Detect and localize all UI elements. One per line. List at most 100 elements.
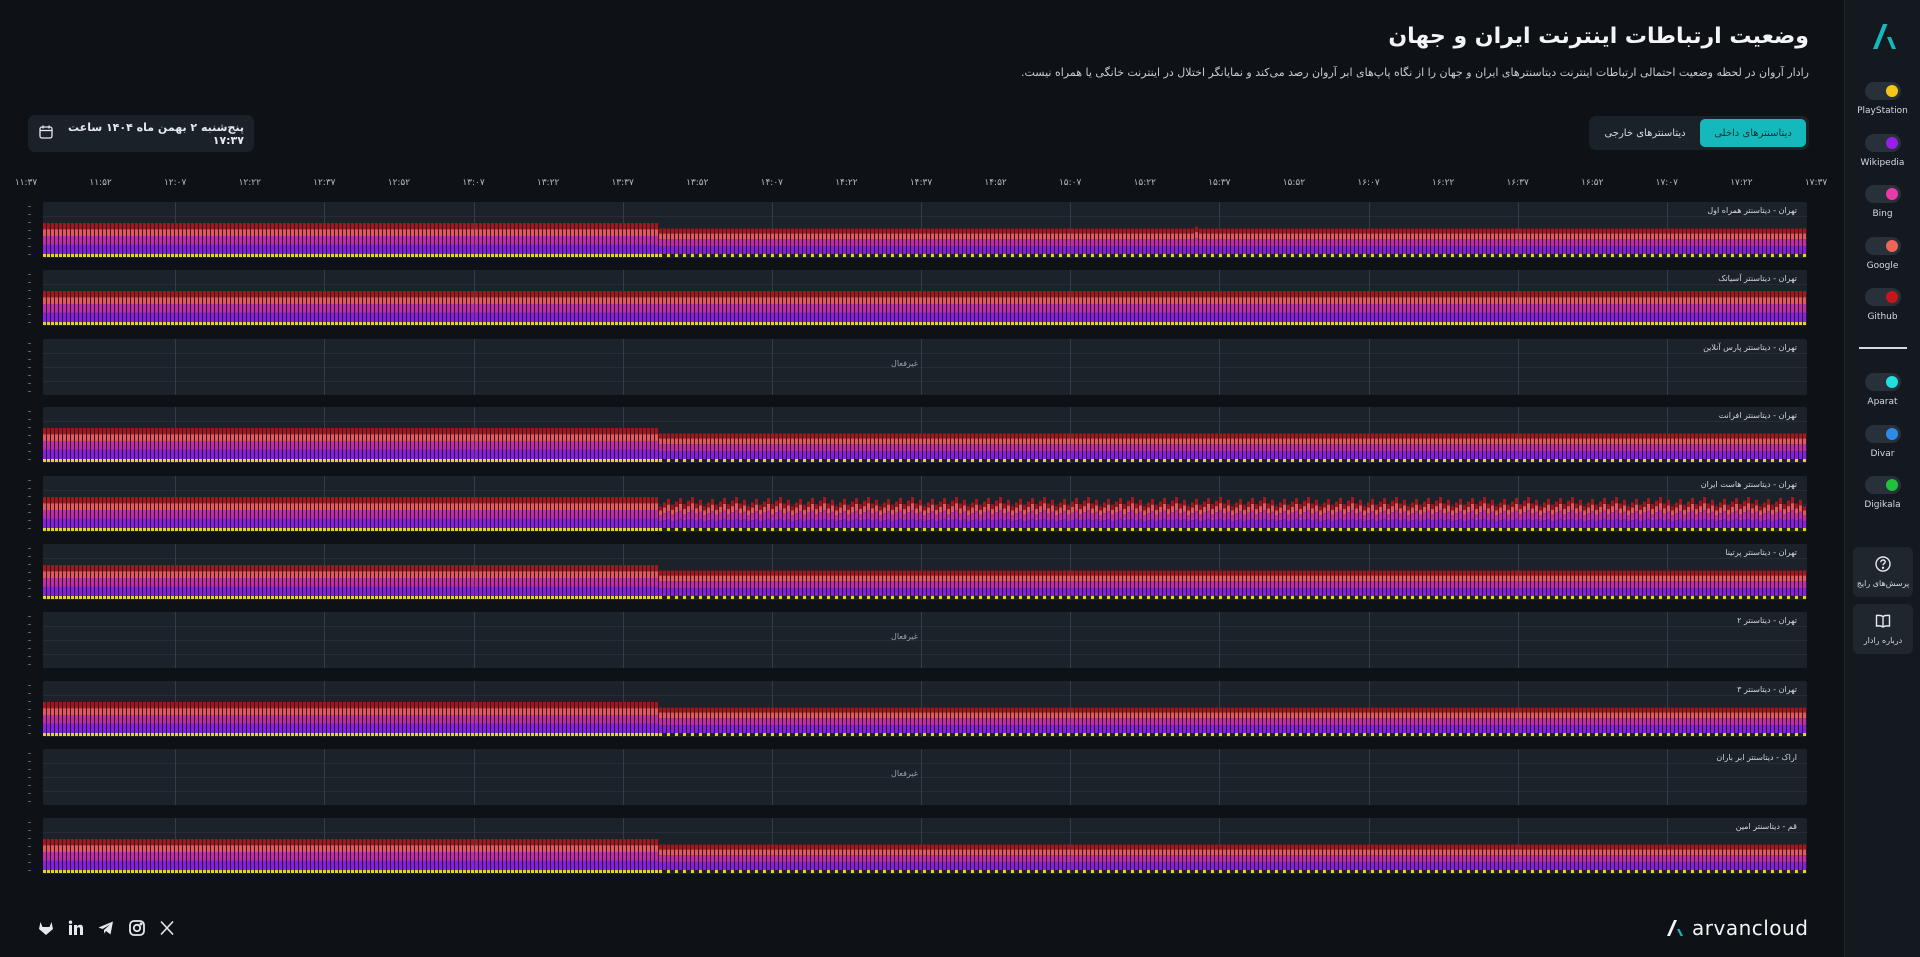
traffic-bar-segment xyxy=(1615,233,1618,240)
traffic-bar-segment xyxy=(399,441,402,450)
traffic-bar-segment xyxy=(1783,304,1786,313)
traffic-bar-segment xyxy=(1011,228,1014,234)
traffic-bar-segment xyxy=(299,428,302,435)
traffic-bar-segment xyxy=(1663,312,1666,323)
traffic-bar-segment xyxy=(1527,239,1530,247)
traffic-bar-segment xyxy=(335,441,338,450)
traffic-bar-segment xyxy=(1747,233,1750,240)
traffic-bar-segment xyxy=(239,244,242,254)
traffic-bar-segment xyxy=(1023,246,1026,254)
date-picker[interactable]: پنج‌شنبه ۲ بهمن ماه ۱۴۰۴ ساعت ۱۷:۳۷ xyxy=(28,115,254,152)
traffic-bar-segment xyxy=(1487,322,1490,326)
traffic-bar-segment xyxy=(591,322,594,326)
traffic-bar-segment xyxy=(1375,228,1378,234)
traffic-bar-segment xyxy=(63,322,66,326)
traffic-bar-segment xyxy=(723,246,726,254)
time-tick: ۱۶:۲۲ xyxy=(1431,178,1455,188)
tab-foreign-datacenters[interactable]: دیتاسنترهای خارجی xyxy=(1604,127,1686,139)
traffic-bar-segment xyxy=(375,297,378,305)
traffic-bar-segment xyxy=(319,428,322,435)
traffic-bar-segment xyxy=(779,233,782,240)
traffic-bar-segment xyxy=(355,322,358,326)
traffic-bar-segment xyxy=(1787,228,1790,234)
traffic-bar-segment xyxy=(175,449,178,460)
traffic-bar-segment xyxy=(1219,228,1222,234)
traffic-bar-segment xyxy=(1383,304,1386,313)
traffic-bar-segment xyxy=(99,235,102,245)
traffic-bar-segment xyxy=(1735,239,1738,247)
traffic-bar-segment xyxy=(1443,304,1446,313)
tab-domestic-datacenters[interactable]: دیتاسنترهای داخلی xyxy=(1700,119,1806,147)
traffic-bar-segment xyxy=(1531,312,1534,323)
calendar-icon[interactable] xyxy=(38,124,54,144)
traffic-bar-segment xyxy=(1307,246,1310,254)
traffic-bar-segment xyxy=(927,239,930,247)
traffic-bar-segment xyxy=(1595,304,1598,313)
traffic-bar-segment xyxy=(763,246,766,254)
traffic-bar-segment xyxy=(555,223,558,230)
traffic-bar-segment xyxy=(727,291,730,298)
traffic-bar-segment xyxy=(399,297,402,305)
traffic-bar-segment xyxy=(559,244,562,254)
traffic-bar-segment xyxy=(179,434,182,442)
traffic-bar-segment xyxy=(279,291,282,298)
traffic-bar-segment xyxy=(475,434,478,442)
traffic-bar-segment xyxy=(1263,233,1266,240)
traffic-bar-segment xyxy=(1315,312,1318,323)
traffic-bar-segment xyxy=(379,434,382,442)
traffic-bar-segment xyxy=(731,246,734,254)
traffic-bar-segment xyxy=(1039,297,1042,305)
traffic-bar-segment xyxy=(743,246,746,254)
traffic-bar-segment xyxy=(487,441,490,450)
traffic-bar-segment xyxy=(1791,291,1794,298)
traffic-bar-segment xyxy=(1627,246,1630,254)
traffic-bar-segment xyxy=(1435,233,1438,240)
traffic-bar-segment xyxy=(95,449,98,460)
traffic-bar-segment xyxy=(1695,228,1698,234)
traffic-bar-segment xyxy=(811,239,814,247)
traffic-bar-segment xyxy=(1183,312,1186,323)
traffic-bar-segment xyxy=(539,297,542,305)
traffic-bar-segment xyxy=(135,449,138,460)
traffic-bar-segment xyxy=(1463,233,1466,240)
traffic-bar-segment xyxy=(75,223,78,230)
traffic-bar-segment xyxy=(1735,322,1738,326)
traffic-bar-segment xyxy=(923,254,926,257)
traffic-bar-segment xyxy=(155,441,158,450)
traffic-bar-segment xyxy=(307,449,310,460)
traffic-bar-segment xyxy=(1175,228,1178,234)
traffic-bar-segment xyxy=(1595,228,1598,234)
traffic-bar-segment xyxy=(1535,297,1538,305)
traffic-bar-segment xyxy=(1291,254,1294,257)
traffic-bar-segment xyxy=(651,244,654,254)
traffic-bar-segment xyxy=(1483,297,1486,305)
traffic-bar-segment xyxy=(295,449,298,460)
traffic-bar-segment xyxy=(487,254,490,257)
traffic-bar-segment xyxy=(575,304,578,313)
traffic-bar-segment xyxy=(67,459,70,463)
traffic-bar-segment xyxy=(235,254,238,257)
traffic-bar-segment xyxy=(115,459,118,463)
traffic-bar-segment xyxy=(935,233,938,240)
traffic-bar-segment xyxy=(347,322,350,326)
traffic-bar-segment xyxy=(1631,304,1634,313)
traffic-bar-segment xyxy=(367,428,370,435)
traffic-bar-segment xyxy=(1515,291,1518,298)
traffic-bar-segment xyxy=(1007,239,1010,247)
traffic-bar-segment xyxy=(1467,239,1470,247)
traffic-bar-segment xyxy=(971,246,974,254)
traffic-bar-segment xyxy=(119,312,122,323)
traffic-bar-segment xyxy=(631,322,634,326)
traffic-bar-segment xyxy=(715,312,718,323)
traffic-bar-segment xyxy=(903,291,906,298)
traffic-bar-segment xyxy=(199,441,202,450)
traffic-bar-segment xyxy=(559,229,562,236)
traffic-bar-segment xyxy=(511,322,514,326)
traffic-bar-segment xyxy=(1099,254,1102,257)
traffic-bar-segment xyxy=(299,229,302,236)
traffic-bar-segment xyxy=(467,235,470,245)
traffic-bar-segment xyxy=(1407,297,1410,305)
grid-line xyxy=(1070,202,1072,258)
traffic-bar-segment xyxy=(99,254,102,257)
traffic-bar-segment xyxy=(427,291,430,298)
